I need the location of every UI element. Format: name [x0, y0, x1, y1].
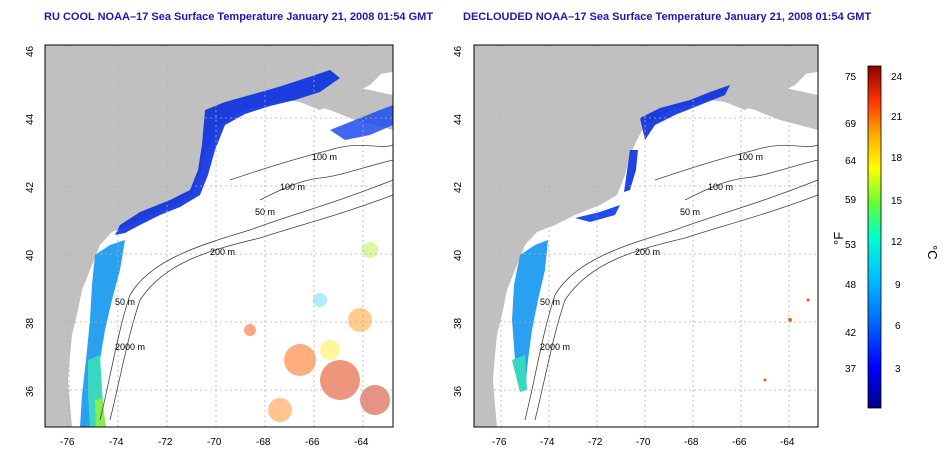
land — [45, 45, 393, 427]
x-tick: -64 — [780, 437, 795, 448]
contour-label: 100 m — [312, 152, 337, 162]
f-tick: 75 — [845, 72, 857, 83]
left-sst-map: 100 m 100 m 50 m 200 m 50 m 2000 m -76 -… — [25, 44, 394, 448]
y-tick: 44 — [25, 113, 36, 125]
contour-label: 50 m — [115, 297, 135, 307]
x-tick: -70 — [207, 437, 222, 448]
c-tick: 6 — [895, 321, 901, 332]
x-tick: -64 — [354, 437, 369, 448]
y-tick: 38 — [25, 317, 36, 329]
y-tick: 40 — [453, 249, 464, 261]
x-tick: -66 — [732, 437, 747, 448]
y-axis: 36 38 40 42 44 46 — [453, 45, 464, 397]
f-tick: 69 — [845, 119, 857, 130]
y-tick: 44 — [453, 113, 464, 125]
right-sst-map: 100 m 100 m 50 m 200 m 50 m 2000 m -76 -… — [453, 44, 819, 448]
c-tick: 3 — [895, 364, 901, 375]
f-tick: 37 — [845, 364, 857, 375]
grid — [474, 45, 818, 427]
left-map-title: RU COOL NOAA–17 Sea Surface Temperature … — [44, 11, 434, 23]
y-tick: 42 — [453, 181, 464, 193]
map-border — [473, 44, 819, 428]
celsius-label: °C — [925, 245, 940, 260]
x-tick: -72 — [588, 437, 603, 448]
c-tick: 24 — [891, 72, 903, 83]
contour-label: 2000 m — [115, 342, 145, 352]
y-tick: 40 — [25, 249, 36, 261]
f-tick: 42 — [845, 328, 857, 339]
contour-label: 100 m — [280, 182, 305, 192]
contour-label: 200 m — [635, 247, 660, 257]
y-tick: 46 — [453, 45, 464, 57]
y-tick: 36 — [453, 385, 464, 397]
x-tick: -68 — [684, 437, 699, 448]
y-tick: 42 — [25, 181, 36, 193]
c-tick: 12 — [891, 237, 903, 248]
contour-label: 100 m — [708, 182, 733, 192]
f-tick: 48 — [845, 280, 857, 291]
y-axis: 36 38 40 42 44 46 — [25, 45, 36, 397]
contour-labels: 100 m 100 m 50 m 200 m 50 m 2000 m — [115, 152, 337, 352]
contour-labels: 100 m 100 m 50 m 200 m 50 m 2000 m — [540, 152, 763, 352]
bathymetry-contours — [99, 144, 394, 421]
colorbar-gradient — [867, 65, 882, 409]
contour-label: 200 m — [210, 247, 235, 257]
y-tick: 38 — [453, 317, 464, 329]
c-tick: 18 — [891, 153, 903, 164]
x-tick: -68 — [256, 437, 271, 448]
land — [474, 45, 818, 427]
x-tick: -66 — [305, 437, 320, 448]
x-tick: -76 — [60, 437, 75, 448]
x-axis: -76 -74 -72 -70 -68 -66 -64 — [60, 437, 369, 448]
x-tick: -74 — [540, 437, 555, 448]
temperature-colorbar: 75 69 64 59 53 48 42 37 24 21 18 15 12 9… — [831, 65, 940, 409]
contour-label: 2000 m — [540, 342, 570, 352]
colorbar-f-ticks: 75 69 64 59 53 48 42 37 — [845, 72, 857, 375]
y-tick: 46 — [25, 45, 36, 57]
x-tick: -70 — [636, 437, 651, 448]
fahrenheit-label: °F — [831, 232, 846, 245]
f-tick: 53 — [845, 240, 857, 251]
map-border — [44, 44, 394, 428]
y-tick: 36 — [25, 385, 36, 397]
contour-label: 50 m — [680, 207, 700, 217]
c-tick: 21 — [891, 112, 903, 123]
colorbar-c-ticks: 24 21 18 15 12 9 6 3 — [891, 72, 903, 375]
contour-label: 50 m — [255, 207, 275, 217]
x-tick: -74 — [109, 437, 124, 448]
c-tick: 9 — [895, 280, 901, 291]
f-tick: 59 — [845, 195, 857, 206]
x-tick: -76 — [492, 437, 507, 448]
f-tick: 64 — [845, 156, 857, 167]
contour-label: 50 m — [540, 297, 560, 307]
x-tick: -72 — [158, 437, 173, 448]
c-tick: 15 — [891, 196, 903, 207]
bathymetry-contours — [524, 144, 819, 421]
right-map-title: DECLOUDED NOAA–17 Sea Surface Temperatur… — [463, 11, 872, 23]
x-axis: -76 -74 -72 -70 -68 -66 -64 — [492, 437, 795, 448]
contour-label: 100 m — [738, 152, 763, 162]
